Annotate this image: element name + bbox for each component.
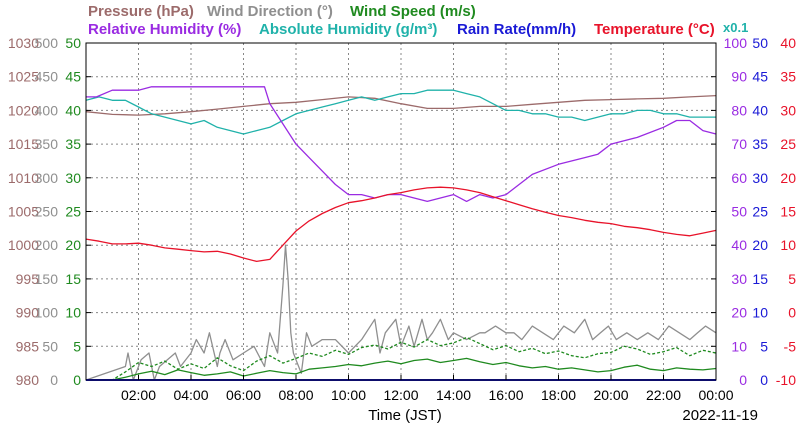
legend: Pressure (hPa) Wind Direction (°) Wind Spe… [88, 3, 748, 38]
y-tick-label-wind_direction: 0 [50, 372, 58, 388]
y-tick-label-rain_rate: 25 [752, 204, 768, 220]
series-line-6 [86, 336, 717, 381]
y-tick-label-rain_rate: 50 [752, 35, 768, 51]
y-tick-label-temperature: 5 [788, 271, 796, 287]
y-tick-label-wind_speed: 30 [65, 170, 81, 186]
legend-item: Pressure (hPa) [88, 3, 194, 20]
y-tick-label-wind_speed: 50 [65, 35, 81, 51]
y-tick-label-wind_direction: 450 [35, 69, 59, 85]
y-tick-label-humidity: 30 [731, 271, 747, 287]
x-tick-label: 06:00 [226, 387, 261, 403]
y-tick-label-humidity: 100 [724, 35, 748, 51]
series-line-3 [85, 186, 717, 263]
legend-item: Absolute Humidity (g/m³) [259, 21, 437, 38]
y-tick-label-wind_direction: 400 [35, 102, 59, 118]
grid [86, 43, 716, 380]
y-tick-label-rain_rate: 40 [752, 102, 768, 118]
y-tick-label-wind_speed: 15 [65, 271, 81, 287]
y-tick-label-temperature: 35 [780, 69, 796, 85]
y-tick-label-rain_rate: 0 [760, 372, 768, 388]
series-line-5 [86, 357, 717, 381]
legend-item: Temperature (°C) [594, 21, 715, 38]
y-tick-label-wind_speed: 45 [65, 69, 81, 85]
y-tick-label-temperature: 20 [780, 170, 796, 186]
y-tick-label-wind_direction: 300 [35, 170, 59, 186]
x-tick-label: 20:00 [593, 387, 628, 403]
y-tick-label-humidity: 60 [731, 170, 747, 186]
axes: 1030102510201015101010051000995990985980… [8, 35, 796, 403]
y-tick-label-temperature: 25 [780, 136, 796, 152]
y-tick-label-humidity: 20 [731, 305, 747, 321]
y-tick-label-wind_direction: 250 [35, 204, 59, 220]
x-tick-label: 14:00 [436, 387, 471, 403]
legend-item: Wind Direction (°) [207, 3, 333, 20]
y-tick-label-wind_speed: 25 [65, 204, 81, 220]
x-tick-label: 02:00 [121, 387, 156, 403]
y-tick-label-humidity: 80 [731, 102, 747, 118]
y-tick-label-wind_speed: 10 [65, 305, 81, 321]
y-tick-label-wind_speed: 5 [73, 338, 81, 354]
x-tick-label: 22:00 [646, 387, 681, 403]
y-tick-label-rain_rate: 15 [752, 271, 768, 287]
y-tick-label-temperature: 10 [780, 237, 796, 253]
x-axis-label: Time (JST) [368, 407, 442, 424]
y-tick-label-rain_rate: 10 [752, 305, 768, 321]
y-tick-label-pressure: 1020 [8, 102, 39, 118]
date-label: 2022-11-19 [682, 407, 758, 424]
y-tick-label-pressure: 990 [16, 305, 40, 321]
y-tick-label-temperature: -5 [784, 338, 797, 354]
y-tick-label-pressure: 980 [16, 372, 40, 388]
y-tick-label-wind_direction: 150 [35, 271, 59, 287]
y-tick-label-rain_rate: 30 [752, 170, 768, 186]
x-tick-label: 18:00 [541, 387, 576, 403]
y-tick-label-wind_direction: 500 [35, 35, 59, 51]
y-tick-label-wind_speed: 35 [65, 136, 81, 152]
y-tick-label-pressure: 1030 [8, 35, 39, 51]
y-tick-label-temperature: 40 [780, 35, 796, 51]
y-tick-label-temperature: 0 [788, 305, 796, 321]
y-tick-label-rain_rate: 20 [752, 237, 768, 253]
legend-item: Wind Speed (m/s) [350, 3, 476, 20]
legend-item: Relative Humidity (%) [88, 21, 241, 38]
y-tick-label-wind_direction: 100 [35, 305, 59, 321]
y-tick-label-pressure: 1005 [8, 204, 39, 220]
y-tick-label-humidity: 0 [739, 372, 747, 388]
y-tick-label-rain_rate: 35 [752, 136, 768, 152]
x-tick-label: 04:00 [173, 387, 208, 403]
y-tick-label-wind_speed: 40 [65, 102, 81, 118]
y-tick-label-wind_direction: 50 [42, 338, 58, 354]
y-tick-label-pressure: 1025 [8, 69, 39, 85]
y-tick-label-pressure: 985 [16, 338, 40, 354]
series-line-0 [85, 94, 717, 116]
y-tick-label-rain_rate: 45 [752, 69, 768, 85]
y-tick-label-humidity: 40 [731, 237, 747, 253]
x-tick-label: 10:00 [331, 387, 366, 403]
y-tick-label-wind_direction: 350 [35, 136, 59, 152]
x-tick-label: 16:00 [488, 387, 523, 403]
y-tick-label-humidity: 50 [731, 204, 747, 220]
series-line-4 [85, 244, 717, 381]
y-tick-label-humidity: 10 [731, 338, 747, 354]
legend-item: x0.1 [723, 20, 748, 35]
y-tick-label-temperature: 30 [780, 102, 796, 118]
legend-item: Rain Rate(mm/h) [457, 21, 576, 38]
x-tick-label: 00:00 [698, 387, 733, 403]
y-tick-label-temperature: -10 [776, 372, 796, 388]
x-tick-label: 08:00 [278, 387, 313, 403]
y-tick-label-pressure: 995 [16, 271, 40, 287]
y-tick-label-pressure: 1010 [8, 170, 39, 186]
y-tick-label-wind_direction: 200 [35, 237, 59, 253]
y-tick-label-pressure: 1015 [8, 136, 39, 152]
y-tick-label-temperature: 15 [780, 204, 796, 220]
x-tick-label: 12:00 [383, 387, 418, 403]
y-tick-label-pressure: 1000 [8, 237, 39, 253]
y-tick-label-humidity: 90 [731, 69, 747, 85]
y-tick-label-wind_speed: 20 [65, 237, 81, 253]
y-tick-label-rain_rate: 5 [760, 338, 768, 354]
y-tick-label-wind_speed: 0 [73, 372, 81, 388]
y-tick-label-humidity: 70 [731, 136, 747, 152]
series-line-1 [85, 89, 716, 135]
